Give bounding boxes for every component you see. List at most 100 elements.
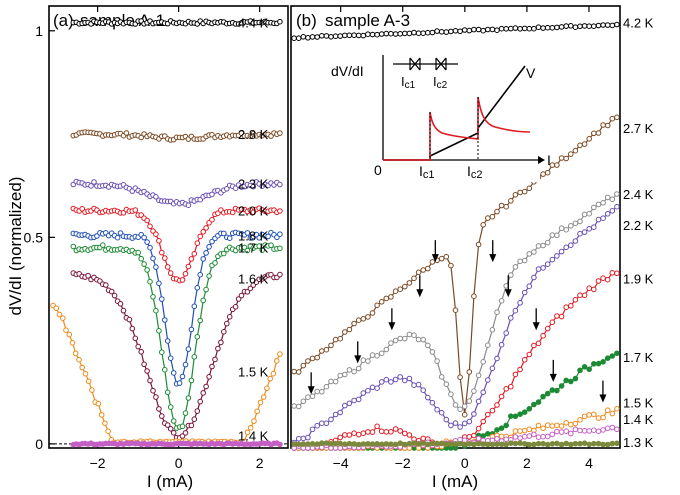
data-point bbox=[300, 398, 307, 405]
data-point bbox=[457, 406, 463, 413]
data-point bbox=[591, 130, 597, 137]
data-point bbox=[494, 427, 500, 433]
data-point bbox=[521, 357, 528, 363]
data-point bbox=[360, 32, 367, 39]
data-point bbox=[182, 430, 189, 436]
data-point bbox=[604, 22, 611, 28]
temperature-label: 1.4 K bbox=[623, 412, 654, 427]
data-point bbox=[508, 440, 514, 447]
data-point bbox=[535, 266, 542, 272]
data-point bbox=[586, 366, 593, 373]
data-point bbox=[572, 147, 579, 154]
data-point bbox=[388, 429, 394, 435]
series-1.8k bbox=[70, 229, 283, 387]
data-point bbox=[355, 431, 362, 438]
data-point bbox=[544, 261, 551, 268]
junction-1-icon bbox=[409, 57, 421, 71]
data-point bbox=[591, 427, 597, 434]
data-point bbox=[351, 441, 357, 447]
inset-dvdi-label: dV/dI bbox=[331, 63, 364, 79]
data-point bbox=[147, 278, 153, 285]
data-point bbox=[332, 440, 339, 447]
data-point bbox=[480, 441, 487, 447]
data-point bbox=[554, 253, 560, 259]
data-point bbox=[147, 244, 153, 251]
data-point bbox=[170, 370, 177, 376]
data-point bbox=[319, 420, 325, 427]
data-point bbox=[277, 208, 283, 214]
data-point bbox=[209, 363, 215, 370]
data-point bbox=[365, 314, 371, 320]
data-point bbox=[549, 423, 556, 429]
data-point bbox=[159, 349, 165, 356]
data-point bbox=[461, 27, 468, 33]
data-point bbox=[257, 399, 264, 406]
data-point bbox=[549, 256, 556, 263]
data-point bbox=[170, 430, 177, 436]
data-point bbox=[609, 115, 616, 122]
data-point bbox=[346, 32, 353, 39]
data-point bbox=[577, 142, 583, 149]
data-point bbox=[397, 335, 404, 342]
data-point bbox=[549, 387, 556, 393]
data-point bbox=[153, 307, 159, 314]
data-point bbox=[425, 29, 431, 36]
data-point bbox=[508, 383, 514, 390]
data-point bbox=[185, 346, 192, 352]
data-point bbox=[147, 223, 153, 230]
data-point bbox=[277, 441, 283, 448]
data-point bbox=[577, 23, 583, 30]
series-2.3k bbox=[70, 178, 283, 208]
data-point bbox=[595, 22, 602, 29]
data-point bbox=[203, 225, 209, 231]
data-point bbox=[328, 342, 334, 349]
data-point bbox=[526, 251, 533, 257]
data-point bbox=[521, 289, 528, 296]
data-point bbox=[581, 211, 588, 218]
data-point bbox=[568, 242, 574, 248]
data-point bbox=[581, 23, 588, 29]
data-point bbox=[351, 430, 357, 437]
x-tick-label: 0 bbox=[461, 455, 469, 471]
data-point bbox=[572, 440, 579, 447]
data-point bbox=[595, 428, 602, 435]
data-point bbox=[480, 222, 487, 228]
data-point bbox=[614, 350, 620, 357]
inset-background bbox=[370, 52, 540, 182]
data-point bbox=[600, 22, 606, 28]
data-point bbox=[411, 440, 417, 446]
data-point bbox=[485, 441, 491, 448]
data-point bbox=[369, 310, 376, 316]
data-point bbox=[577, 367, 583, 374]
data-point bbox=[162, 255, 168, 261]
data-point bbox=[521, 427, 528, 434]
data-point bbox=[554, 313, 560, 319]
data-point bbox=[586, 441, 593, 448]
data-point bbox=[164, 264, 171, 270]
data-point bbox=[392, 376, 399, 383]
data-point bbox=[604, 276, 611, 283]
data-point bbox=[291, 441, 297, 447]
data-point bbox=[365, 429, 371, 435]
data-point bbox=[102, 420, 108, 427]
data-point bbox=[406, 331, 413, 338]
data-point bbox=[563, 23, 570, 29]
data-point bbox=[170, 418, 177, 424]
data-point bbox=[568, 378, 574, 385]
data-point bbox=[544, 325, 551, 332]
data-point bbox=[609, 410, 616, 417]
data-point bbox=[332, 411, 339, 418]
data-point bbox=[305, 434, 311, 441]
data-point bbox=[485, 26, 491, 33]
data-point bbox=[156, 406, 162, 412]
data-point bbox=[443, 253, 450, 260]
data-point bbox=[586, 428, 593, 434]
data-point bbox=[595, 130, 602, 136]
data-point bbox=[604, 441, 611, 448]
data-point bbox=[411, 382, 417, 389]
data-point bbox=[526, 441, 533, 448]
data-point bbox=[581, 229, 588, 235]
x-tick-label: 2 bbox=[256, 455, 264, 471]
data-point bbox=[309, 34, 316, 40]
data-point bbox=[494, 436, 500, 442]
